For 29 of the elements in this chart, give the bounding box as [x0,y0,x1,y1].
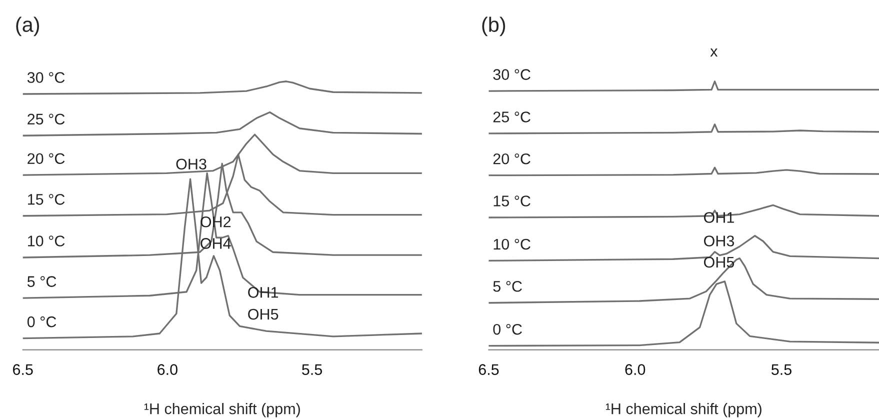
series-label: 20 °C [28,153,65,164]
series-label: 25 °C [28,114,65,125]
series-label: 0 °C [493,324,522,335]
series-label: 10 °C [494,238,530,250]
series-label: 10 °C [28,236,65,246]
x-tick-label: 5.5 [302,364,322,375]
chart-title: (b) [482,16,506,36]
x-tick-label: 6.5 [478,364,499,375]
series-label: 5 °C [27,276,56,287]
x-tick-label: 5.5 [771,364,792,375]
text: x [710,48,718,57]
series-label: 15 °C [494,196,530,206]
series-label: 30 °C [493,69,530,80]
annotation: OH3 [704,236,734,246]
x-tick-label: 6.0 [158,364,178,375]
chart-title: (a) [16,16,40,36]
series-label: 5 °C [493,280,522,292]
x-axis-title: ¹H chemical shift (ppm) [606,402,762,418]
series-label: 20 °C [493,153,530,164]
x-axis-title: ¹H chemical shift (ppm) [144,402,300,418]
series-label: 15 °C [28,194,65,205]
x-tick-label: 6.5 [13,364,33,375]
annotation: OH5 [248,308,278,320]
series-label: 25 °C [493,112,530,122]
annotation: OH3 [176,158,206,170]
series-label: 0 °C [27,316,56,328]
annotation: OH5 [704,256,734,268]
x-tick-label: 6.0 [625,364,646,375]
series-label: 30 °C [27,72,65,83]
